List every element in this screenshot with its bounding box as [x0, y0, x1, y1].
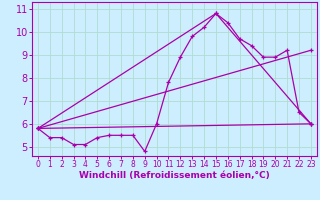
X-axis label: Windchill (Refroidissement éolien,°C): Windchill (Refroidissement éolien,°C) [79, 171, 270, 180]
